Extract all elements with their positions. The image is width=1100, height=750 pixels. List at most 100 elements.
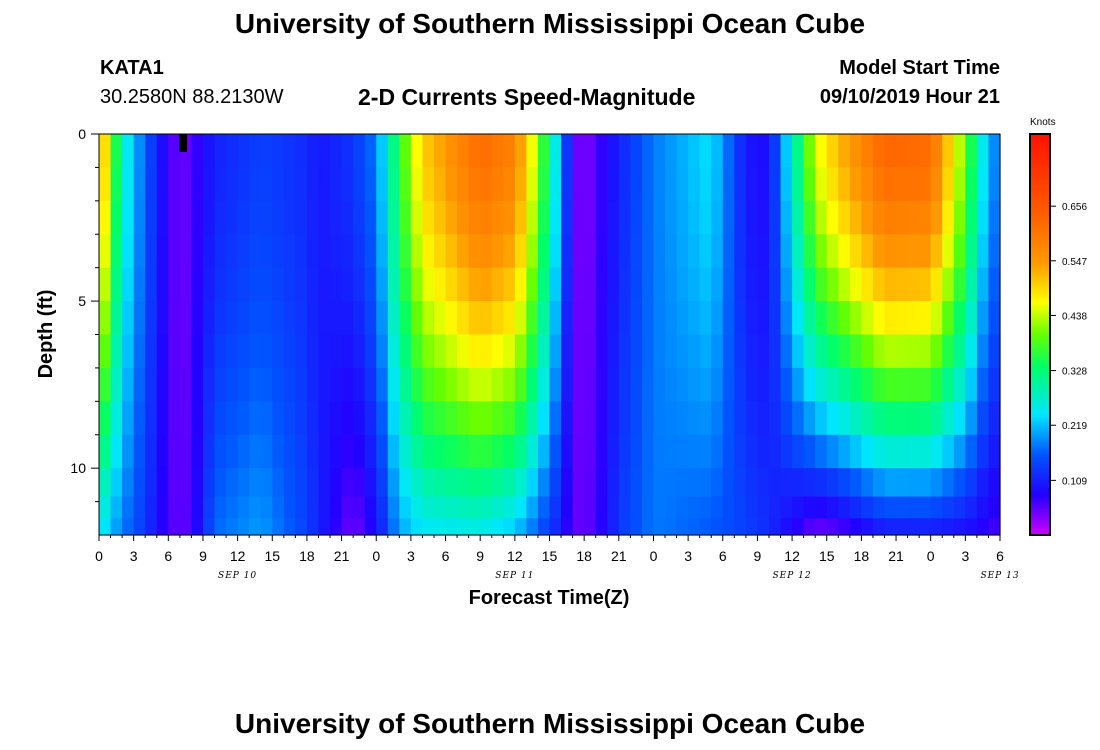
- heatmap-cell: [341, 301, 354, 336]
- heatmap-cell: [618, 434, 631, 469]
- heatmap-cell: [711, 401, 724, 436]
- heatmap-cell: [618, 401, 631, 436]
- heatmap-cell: [410, 401, 424, 436]
- heatmap-cell: [503, 518, 516, 536]
- heatmap-cell: [202, 468, 216, 498]
- heatmap-cell: [792, 468, 805, 498]
- heatmap-cell: [665, 167, 678, 202]
- colorbar-unit: Knots: [1030, 117, 1056, 128]
- heatmap-cell: [861, 518, 874, 536]
- heatmap-cell: [884, 334, 897, 369]
- heatmap-cell: [872, 134, 886, 169]
- heatmap-cell: [849, 496, 862, 519]
- heatmap-cell: [688, 401, 701, 436]
- heatmap-cell: [803, 200, 816, 235]
- heatmap-cell: [988, 234, 1001, 269]
- heatmap-cell: [468, 301, 481, 336]
- date-label: SEP 11: [495, 571, 534, 581]
- heatmap-cell: [99, 334, 112, 369]
- heatmap-cell: [272, 134, 285, 169]
- heatmap-cell: [976, 234, 990, 269]
- heatmap-cell: [318, 134, 331, 169]
- heatmap-cell: [872, 468, 886, 498]
- heatmap-cell: [849, 134, 862, 169]
- x-tick-label: 0: [927, 548, 935, 564]
- heatmap-cell: [757, 167, 770, 202]
- heatmap-cell: [803, 367, 816, 402]
- heatmap-cell: [953, 468, 966, 498]
- heatmap-cell: [757, 434, 770, 469]
- heatmap-cell: [306, 301, 320, 336]
- heatmap-cell: [572, 496, 585, 519]
- heatmap-cell: [295, 200, 308, 235]
- heatmap-cell: [318, 301, 331, 336]
- heatmap-cell: [272, 496, 285, 519]
- heatmap-cell: [99, 518, 112, 536]
- heatmap-cell: [965, 367, 978, 402]
- heatmap-cell: [445, 267, 458, 302]
- heatmap-cell: [618, 367, 631, 402]
- heatmap-cell: [260, 134, 273, 169]
- heatmap-cell: [399, 167, 412, 202]
- heatmap-cell: [272, 518, 285, 536]
- heatmap-cell: [526, 367, 539, 402]
- heatmap-cell: [202, 334, 216, 369]
- heatmap-cell: [561, 468, 574, 498]
- heatmap-cell: [503, 134, 516, 169]
- heatmap-cell: [376, 496, 389, 519]
- heatmap-cell: [260, 301, 273, 336]
- heatmap-cell: [595, 234, 608, 269]
- heatmap-cell: [745, 234, 759, 269]
- heatmap-cell: [630, 367, 643, 402]
- heatmap-cell: [641, 518, 655, 536]
- heatmap-cell: [99, 367, 112, 402]
- heatmap-cell: [595, 334, 608, 369]
- heatmap-cell: [295, 518, 308, 536]
- heatmap-cell: [537, 234, 551, 269]
- heatmap-cell: [699, 496, 712, 519]
- heatmap-cell: [387, 434, 400, 469]
- heatmap-cell: [595, 496, 608, 519]
- heatmap-cell: [549, 234, 562, 269]
- heatmap-cell: [665, 367, 678, 402]
- heatmap-cell: [433, 468, 447, 498]
- heatmap-cell: [942, 518, 955, 536]
- heatmap-cell: [306, 401, 320, 436]
- heatmap-cell: [376, 167, 389, 202]
- heatmap-cell: [249, 267, 262, 302]
- heatmap-cell: [653, 234, 666, 269]
- heatmap-cell: [145, 468, 158, 498]
- x-tick-label: 3: [961, 548, 969, 564]
- heatmap-cell: [988, 200, 1001, 235]
- heatmap-cell: [549, 334, 562, 369]
- heatmap-cell: [156, 301, 169, 336]
- heatmap-cell: [422, 334, 435, 369]
- heatmap-cell: [965, 518, 978, 536]
- heatmap-cell: [572, 301, 585, 336]
- heatmap-cell: [433, 301, 447, 336]
- heatmap-cell: [503, 434, 516, 469]
- heatmap-cell: [318, 518, 331, 536]
- heatmap-cell: [838, 401, 851, 436]
- heatmap-cell: [780, 167, 793, 202]
- heatmap-cell: [387, 518, 400, 536]
- heatmap-cell: [168, 367, 181, 402]
- heatmap-cell: [861, 367, 874, 402]
- heatmap-cell: [341, 518, 354, 536]
- heatmap-cell: [353, 334, 366, 369]
- heatmap-cell: [699, 134, 712, 169]
- heatmap-cell: [122, 267, 135, 302]
- heatmap-cell: [745, 301, 759, 336]
- heatmap-cell: [503, 334, 516, 369]
- heatmap-cell: [387, 468, 400, 498]
- heatmap-cell: [861, 200, 874, 235]
- heatmap-cell: [919, 518, 932, 536]
- heatmap-cell: [815, 234, 828, 269]
- heatmap-cell: [688, 334, 701, 369]
- heatmap-cell: [249, 401, 262, 436]
- heatmap-cell: [792, 496, 805, 519]
- heatmap-cell: [780, 134, 793, 169]
- heatmap-cell: [965, 167, 978, 202]
- heatmap-cell: [815, 518, 828, 536]
